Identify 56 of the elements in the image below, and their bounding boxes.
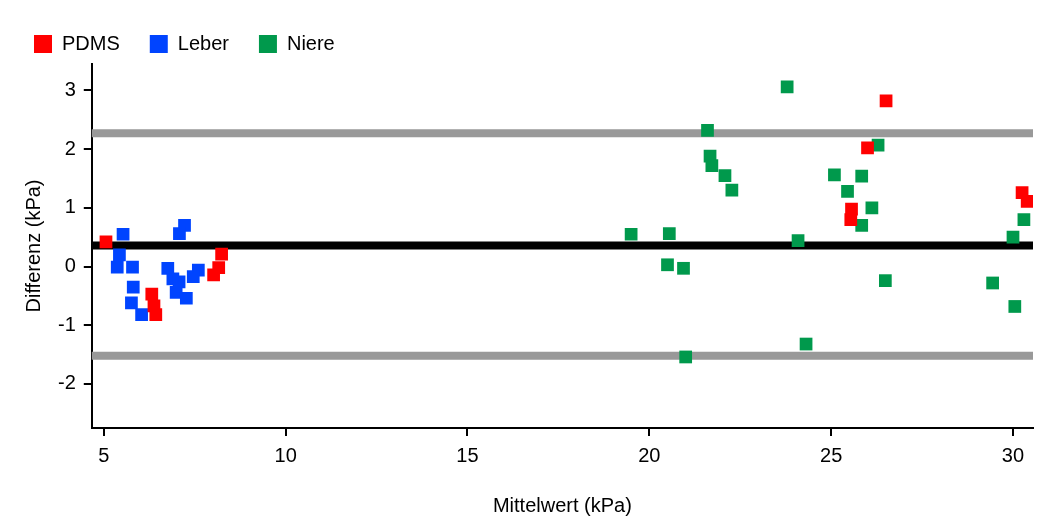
point — [780, 80, 794, 94]
y-tick-label: 2 — [64, 136, 76, 159]
y-tick-label: 0 — [64, 254, 76, 277]
point — [861, 141, 874, 155]
point — [207, 268, 220, 282]
x-tick-label: 15 — [456, 443, 479, 466]
point — [1020, 195, 1033, 208]
point — [855, 169, 869, 183]
x-tick-label: 10 — [274, 443, 297, 466]
point — [865, 201, 879, 215]
point — [705, 159, 719, 172]
point — [701, 123, 714, 137]
legend-label: PDMS — [62, 31, 120, 54]
point — [186, 270, 200, 283]
point — [126, 260, 139, 274]
point — [662, 227, 676, 241]
point — [161, 261, 175, 275]
point — [110, 260, 124, 274]
point — [179, 291, 193, 305]
point — [215, 247, 228, 261]
point — [125, 296, 138, 310]
x-tick-label: 20 — [638, 443, 661, 466]
point — [828, 168, 841, 182]
point — [677, 261, 690, 275]
point — [145, 287, 159, 301]
point — [855, 219, 869, 232]
point — [173, 227, 186, 241]
y-axis-title: Differenz (kPa) — [21, 179, 44, 313]
point — [126, 280, 140, 294]
legend-label: Leber — [177, 31, 230, 54]
y-tick-label: -1 — [57, 312, 76, 335]
point — [113, 248, 126, 262]
legend-label: Niere — [286, 31, 335, 54]
point — [1008, 300, 1022, 313]
point — [725, 183, 739, 197]
y-tick-label: -2 — [57, 371, 76, 394]
point — [661, 258, 674, 272]
x-axis-title: Mittelwert (kPa) — [492, 493, 632, 516]
point — [986, 276, 999, 290]
x-tick-label: 30 — [1001, 443, 1025, 466]
x-tick-label: 5 — [98, 443, 110, 466]
y-tick-label: 1 — [64, 195, 76, 218]
point — [844, 213, 858, 226]
point — [135, 308, 148, 322]
x-tick-label: 25 — [820, 443, 843, 466]
point — [878, 274, 892, 287]
point — [624, 227, 638, 241]
point — [1006, 230, 1020, 244]
point — [841, 185, 854, 198]
point — [116, 227, 130, 241]
point — [679, 350, 693, 364]
y-tick-label: 3 — [64, 77, 76, 100]
point — [172, 275, 186, 289]
point — [718, 169, 732, 182]
point — [791, 234, 805, 248]
point — [1017, 213, 1031, 226]
